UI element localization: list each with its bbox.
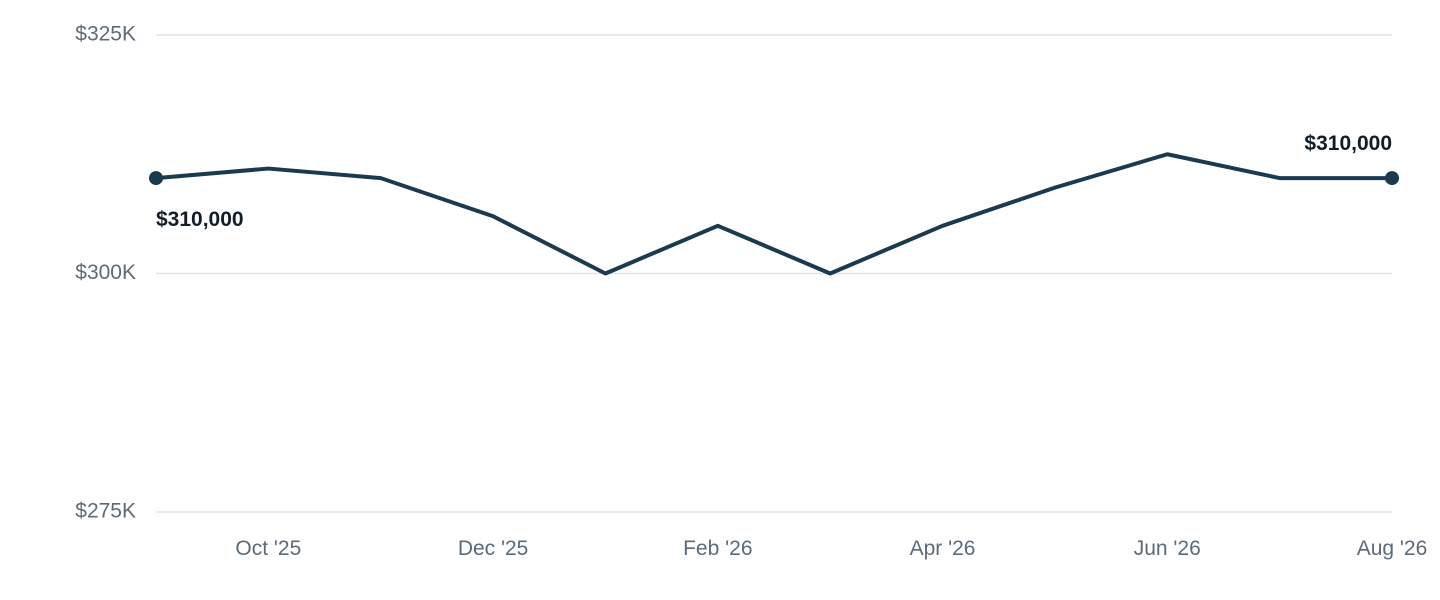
y-axis: $275K $300K $325K	[75, 23, 136, 523]
x-tick-label: Aug '26	[1357, 537, 1428, 560]
annotations: $310,000 $310,000	[149, 132, 1399, 231]
x-tick-label: Dec '25	[458, 537, 529, 560]
x-tick-label: Feb '26	[683, 537, 752, 560]
gridlines	[156, 34, 1392, 513]
x-tick-label: Jun '26	[1134, 537, 1201, 560]
x-axis: Oct '25 Dec '25 Feb '26 Apr '26 Jun '26 Aug '…	[235, 537, 1427, 560]
value-annotation: $310,000	[156, 208, 244, 231]
endpoint-marker	[149, 171, 163, 186]
endpoint-marker	[1385, 171, 1399, 186]
y-tick-label: $275K	[75, 500, 136, 523]
value-annotation: $310,000	[1304, 132, 1392, 155]
x-tick-label: Oct '25	[235, 537, 301, 560]
x-tick-label: Apr '26	[910, 537, 976, 560]
series	[154, 152, 1394, 276]
y-tick-label: $325K	[75, 23, 136, 46]
series-line	[154, 152, 1394, 276]
y-tick-label: $300K	[75, 261, 136, 284]
